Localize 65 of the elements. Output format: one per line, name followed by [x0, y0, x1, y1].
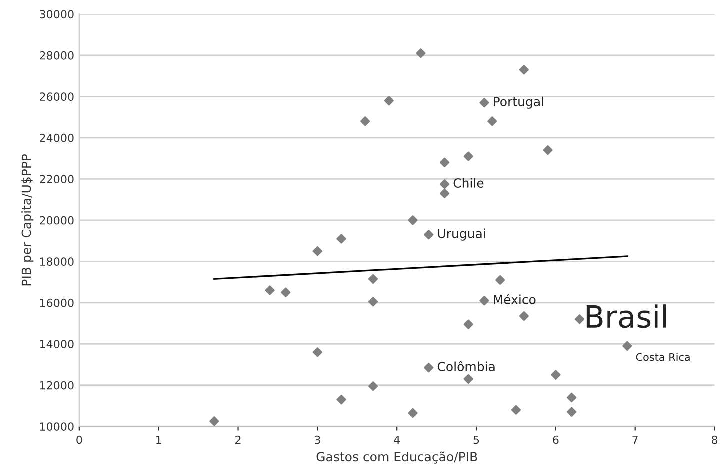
point [312, 348, 323, 358]
point [408, 408, 418, 418]
point [360, 116, 370, 126]
point [440, 158, 450, 168]
point [574, 314, 585, 324]
x-tick-label: 8 [712, 436, 718, 444]
point [543, 145, 553, 156]
point [440, 188, 450, 198]
x-tick-label: 4 [394, 436, 400, 444]
annotation: Chile [454, 178, 484, 188]
x-tick-label: 3 [314, 436, 320, 444]
point [368, 296, 378, 307]
annotation: Costa Rica [636, 353, 690, 362]
point [464, 374, 474, 384]
y-tick-label: 24000 [40, 134, 74, 142]
point [210, 416, 220, 426]
annotation: Brasil [586, 304, 666, 328]
annotation: Colômbia [438, 361, 495, 372]
x-tick-label: 2 [236, 436, 241, 444]
y-tick-label: 20000 [40, 216, 74, 225]
x-tick-label: 0 [76, 436, 82, 444]
annotation: Uruguai [438, 228, 486, 241]
point [495, 275, 506, 286]
point [464, 152, 474, 162]
point [336, 234, 346, 244]
point [622, 341, 632, 352]
x-tick-label: 7 [632, 436, 638, 444]
point [408, 216, 418, 226]
point [416, 48, 426, 58]
point [511, 405, 522, 415]
point [464, 320, 474, 330]
point [312, 246, 323, 256]
point [551, 370, 561, 380]
y-tick-label: 14000 [40, 340, 74, 349]
point [424, 230, 434, 240]
y-axis-title: PIB per Capita/U$PPP [22, 154, 34, 286]
x-tick-label: 1 [156, 436, 162, 444]
y-tick-label: 18000 [40, 258, 74, 266]
y-tick-label: 10000 [40, 422, 74, 431]
x-tick-label: 5 [474, 436, 480, 444]
y-tick-label: 22000 [40, 175, 74, 184]
y-tick-label: 30000 [40, 10, 74, 19]
point [480, 98, 490, 108]
point [519, 65, 530, 75]
y-tick-label: 16000 [40, 298, 74, 308]
y-tick-label: 12000 [40, 381, 74, 390]
point [336, 394, 346, 405]
point [440, 179, 450, 190]
x-axis-title: Gastos com Educação/PIB [316, 452, 478, 464]
point [368, 274, 378, 284]
point [566, 407, 577, 418]
y-tick-label: 28000 [40, 51, 74, 60]
point [424, 362, 434, 373]
point [480, 296, 490, 306]
point [519, 311, 530, 322]
point [384, 96, 394, 106]
annotation: México [494, 294, 536, 304]
point [368, 382, 378, 392]
x-tick-label: 6 [553, 436, 559, 444]
point [265, 286, 275, 296]
y-tick-label: 26000 [40, 92, 74, 102]
point [566, 392, 577, 403]
annotation: Portugal [494, 96, 544, 109]
point [488, 116, 498, 126]
point [281, 288, 291, 298]
